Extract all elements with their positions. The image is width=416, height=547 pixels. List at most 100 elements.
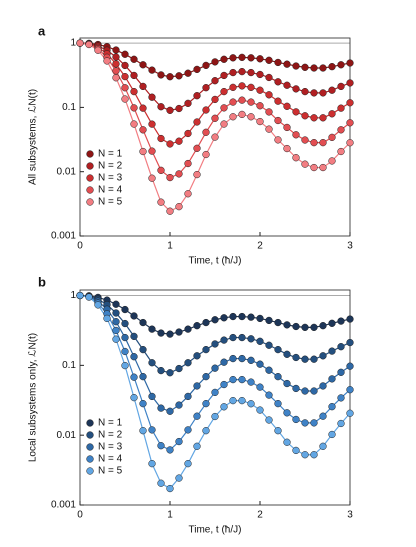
data-point bbox=[121, 84, 129, 92]
data-point bbox=[256, 360, 264, 368]
legend-marker bbox=[86, 455, 94, 463]
data-point bbox=[193, 118, 201, 126]
data-point bbox=[184, 129, 192, 138]
data-point bbox=[319, 114, 327, 122]
data-point bbox=[211, 77, 219, 85]
data-point bbox=[211, 133, 219, 141]
legend-marker bbox=[86, 467, 94, 475]
data-point bbox=[328, 347, 336, 355]
data-point bbox=[238, 333, 246, 342]
legend-marker bbox=[86, 198, 94, 206]
data-point bbox=[121, 347, 129, 356]
data-point bbox=[139, 318, 147, 327]
data-point bbox=[274, 345, 282, 354]
data-point bbox=[94, 46, 102, 54]
data-point bbox=[193, 442, 201, 450]
data-point bbox=[301, 87, 309, 96]
data-point bbox=[112, 53, 120, 61]
data-point bbox=[139, 104, 147, 112]
data-point bbox=[121, 361, 129, 370]
data-point bbox=[202, 318, 210, 327]
data-point bbox=[130, 55, 138, 63]
data-point bbox=[193, 92, 201, 100]
data-point bbox=[310, 451, 318, 459]
data-point bbox=[220, 336, 228, 344]
data-point bbox=[301, 160, 309, 168]
data-point bbox=[283, 123, 291, 132]
data-point bbox=[301, 136, 309, 144]
data-point bbox=[238, 396, 246, 405]
data-point bbox=[121, 305, 129, 314]
data-point bbox=[274, 427, 282, 435]
data-point bbox=[202, 150, 210, 159]
data-point bbox=[229, 98, 237, 106]
data-point bbox=[256, 55, 264, 63]
data-point bbox=[76, 39, 84, 47]
data-point bbox=[310, 89, 318, 97]
data-point bbox=[319, 163, 327, 172]
data-point bbox=[337, 419, 345, 428]
data-point bbox=[220, 120, 228, 128]
data-point bbox=[319, 442, 327, 450]
data-point bbox=[130, 312, 138, 320]
data-point bbox=[283, 144, 291, 153]
data-point bbox=[121, 61, 129, 70]
data-point bbox=[193, 65, 201, 74]
data-point bbox=[130, 87, 138, 96]
data-point bbox=[202, 399, 210, 408]
data-point bbox=[229, 54, 237, 62]
data-point bbox=[157, 134, 165, 143]
data-point bbox=[256, 337, 264, 345]
data-point bbox=[130, 373, 138, 381]
data-point bbox=[130, 353, 138, 361]
y-tick-label: 0.01 bbox=[57, 430, 77, 441]
data-point bbox=[337, 394, 345, 402]
data-point bbox=[166, 484, 174, 493]
data-point bbox=[193, 412, 201, 420]
data-point bbox=[265, 125, 273, 133]
data-point bbox=[130, 393, 138, 402]
data-point bbox=[265, 56, 273, 64]
data-point bbox=[103, 57, 111, 65]
data-point bbox=[229, 83, 237, 91]
data-point bbox=[328, 403, 336, 411]
data-point bbox=[202, 128, 210, 136]
legend-label: N = 2 bbox=[98, 430, 123, 441]
data-point bbox=[112, 326, 120, 335]
data-point bbox=[139, 126, 147, 134]
data-point bbox=[292, 62, 300, 70]
data-point bbox=[319, 89, 327, 97]
data-point bbox=[220, 403, 228, 411]
data-point bbox=[292, 353, 300, 362]
data-point bbox=[346, 59, 354, 67]
data-point bbox=[220, 55, 228, 63]
data-point bbox=[274, 399, 282, 408]
legend-label: N = 2 bbox=[98, 161, 123, 172]
data-point bbox=[346, 99, 354, 107]
data-point bbox=[166, 207, 174, 215]
data-point bbox=[112, 67, 120, 75]
legend-marker bbox=[86, 174, 94, 182]
data-point bbox=[139, 372, 147, 381]
data-point bbox=[76, 291, 84, 300]
panel-label: a bbox=[38, 23, 46, 38]
data-point bbox=[211, 316, 219, 324]
data-point bbox=[211, 388, 219, 397]
data-point bbox=[328, 375, 336, 383]
data-point bbox=[175, 72, 183, 80]
data-point bbox=[148, 66, 156, 74]
x-axis-label: Time, t (ħ/J) bbox=[189, 256, 242, 267]
data-point bbox=[292, 85, 300, 93]
x-tick-label: 3 bbox=[347, 510, 353, 521]
data-point bbox=[310, 323, 318, 332]
data-point bbox=[175, 170, 183, 178]
data-point bbox=[121, 72, 129, 81]
data-point bbox=[175, 328, 183, 336]
data-point bbox=[211, 95, 219, 104]
legend-marker bbox=[86, 186, 94, 194]
data-point bbox=[283, 379, 291, 388]
data-point bbox=[328, 110, 336, 118]
data-point bbox=[319, 382, 327, 390]
y-tick-label: 0.01 bbox=[57, 166, 77, 177]
